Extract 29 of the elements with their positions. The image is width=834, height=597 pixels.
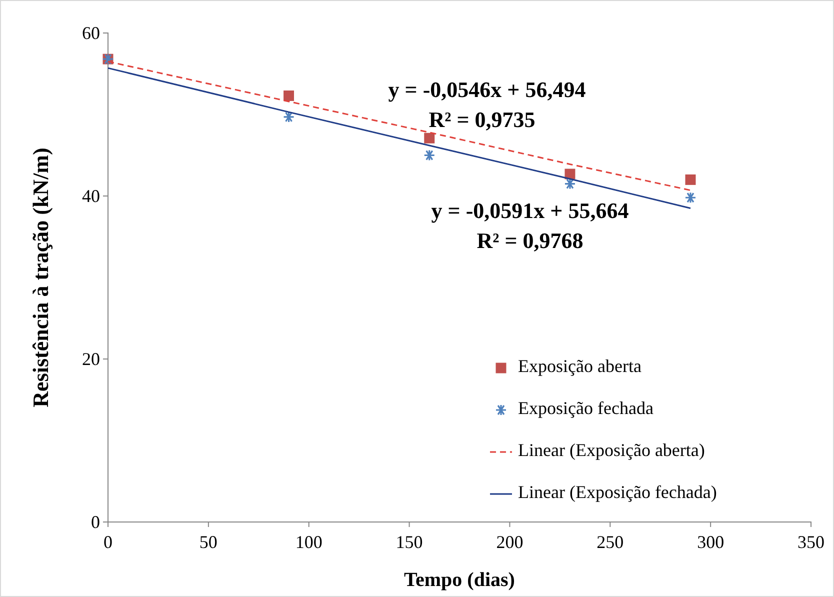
annotation: y = -0,0546x + 56,494: [388, 77, 586, 102]
annotation: R² = 0,9735: [428, 107, 536, 132]
point: [424, 132, 435, 144]
legend-label: Exposição aberta: [518, 356, 642, 376]
point: [284, 90, 294, 101]
point: [684, 192, 696, 204]
point: [424, 149, 436, 162]
point: [564, 178, 576, 190]
x-tick-label: 350: [798, 532, 824, 552]
x-tick-label: 100: [295, 532, 322, 552]
point: [282, 111, 295, 123]
y-tick-label: 20: [82, 348, 100, 369]
x-tick-label: 200: [496, 532, 524, 552]
y-tick-label: 40: [82, 186, 100, 206]
point: [685, 174, 696, 185]
x-tick-label: 300: [697, 532, 724, 552]
x-tick-label: 250: [596, 532, 624, 552]
legend-label: Exposição fechada: [518, 398, 654, 418]
x-axis-title: Tempo (dias): [404, 569, 515, 591]
y-axis-title: Resistência à tração (kN/m): [28, 148, 53, 408]
y-tick-label: 60: [82, 22, 100, 43]
legend-label: Linear (Exposição fechada): [518, 482, 717, 502]
annotation: y = -0,0591x + 55,664: [431, 198, 629, 224]
x-tick-label: 0: [104, 532, 112, 552]
annotation: R² = 0,9768: [476, 228, 584, 254]
x-tick-label: 150: [396, 532, 423, 552]
x-tick-label: 50: [199, 532, 218, 552]
y-tick-label: 0: [91, 512, 100, 532]
legend-label: Linear (Exposição aberta): [518, 440, 705, 460]
